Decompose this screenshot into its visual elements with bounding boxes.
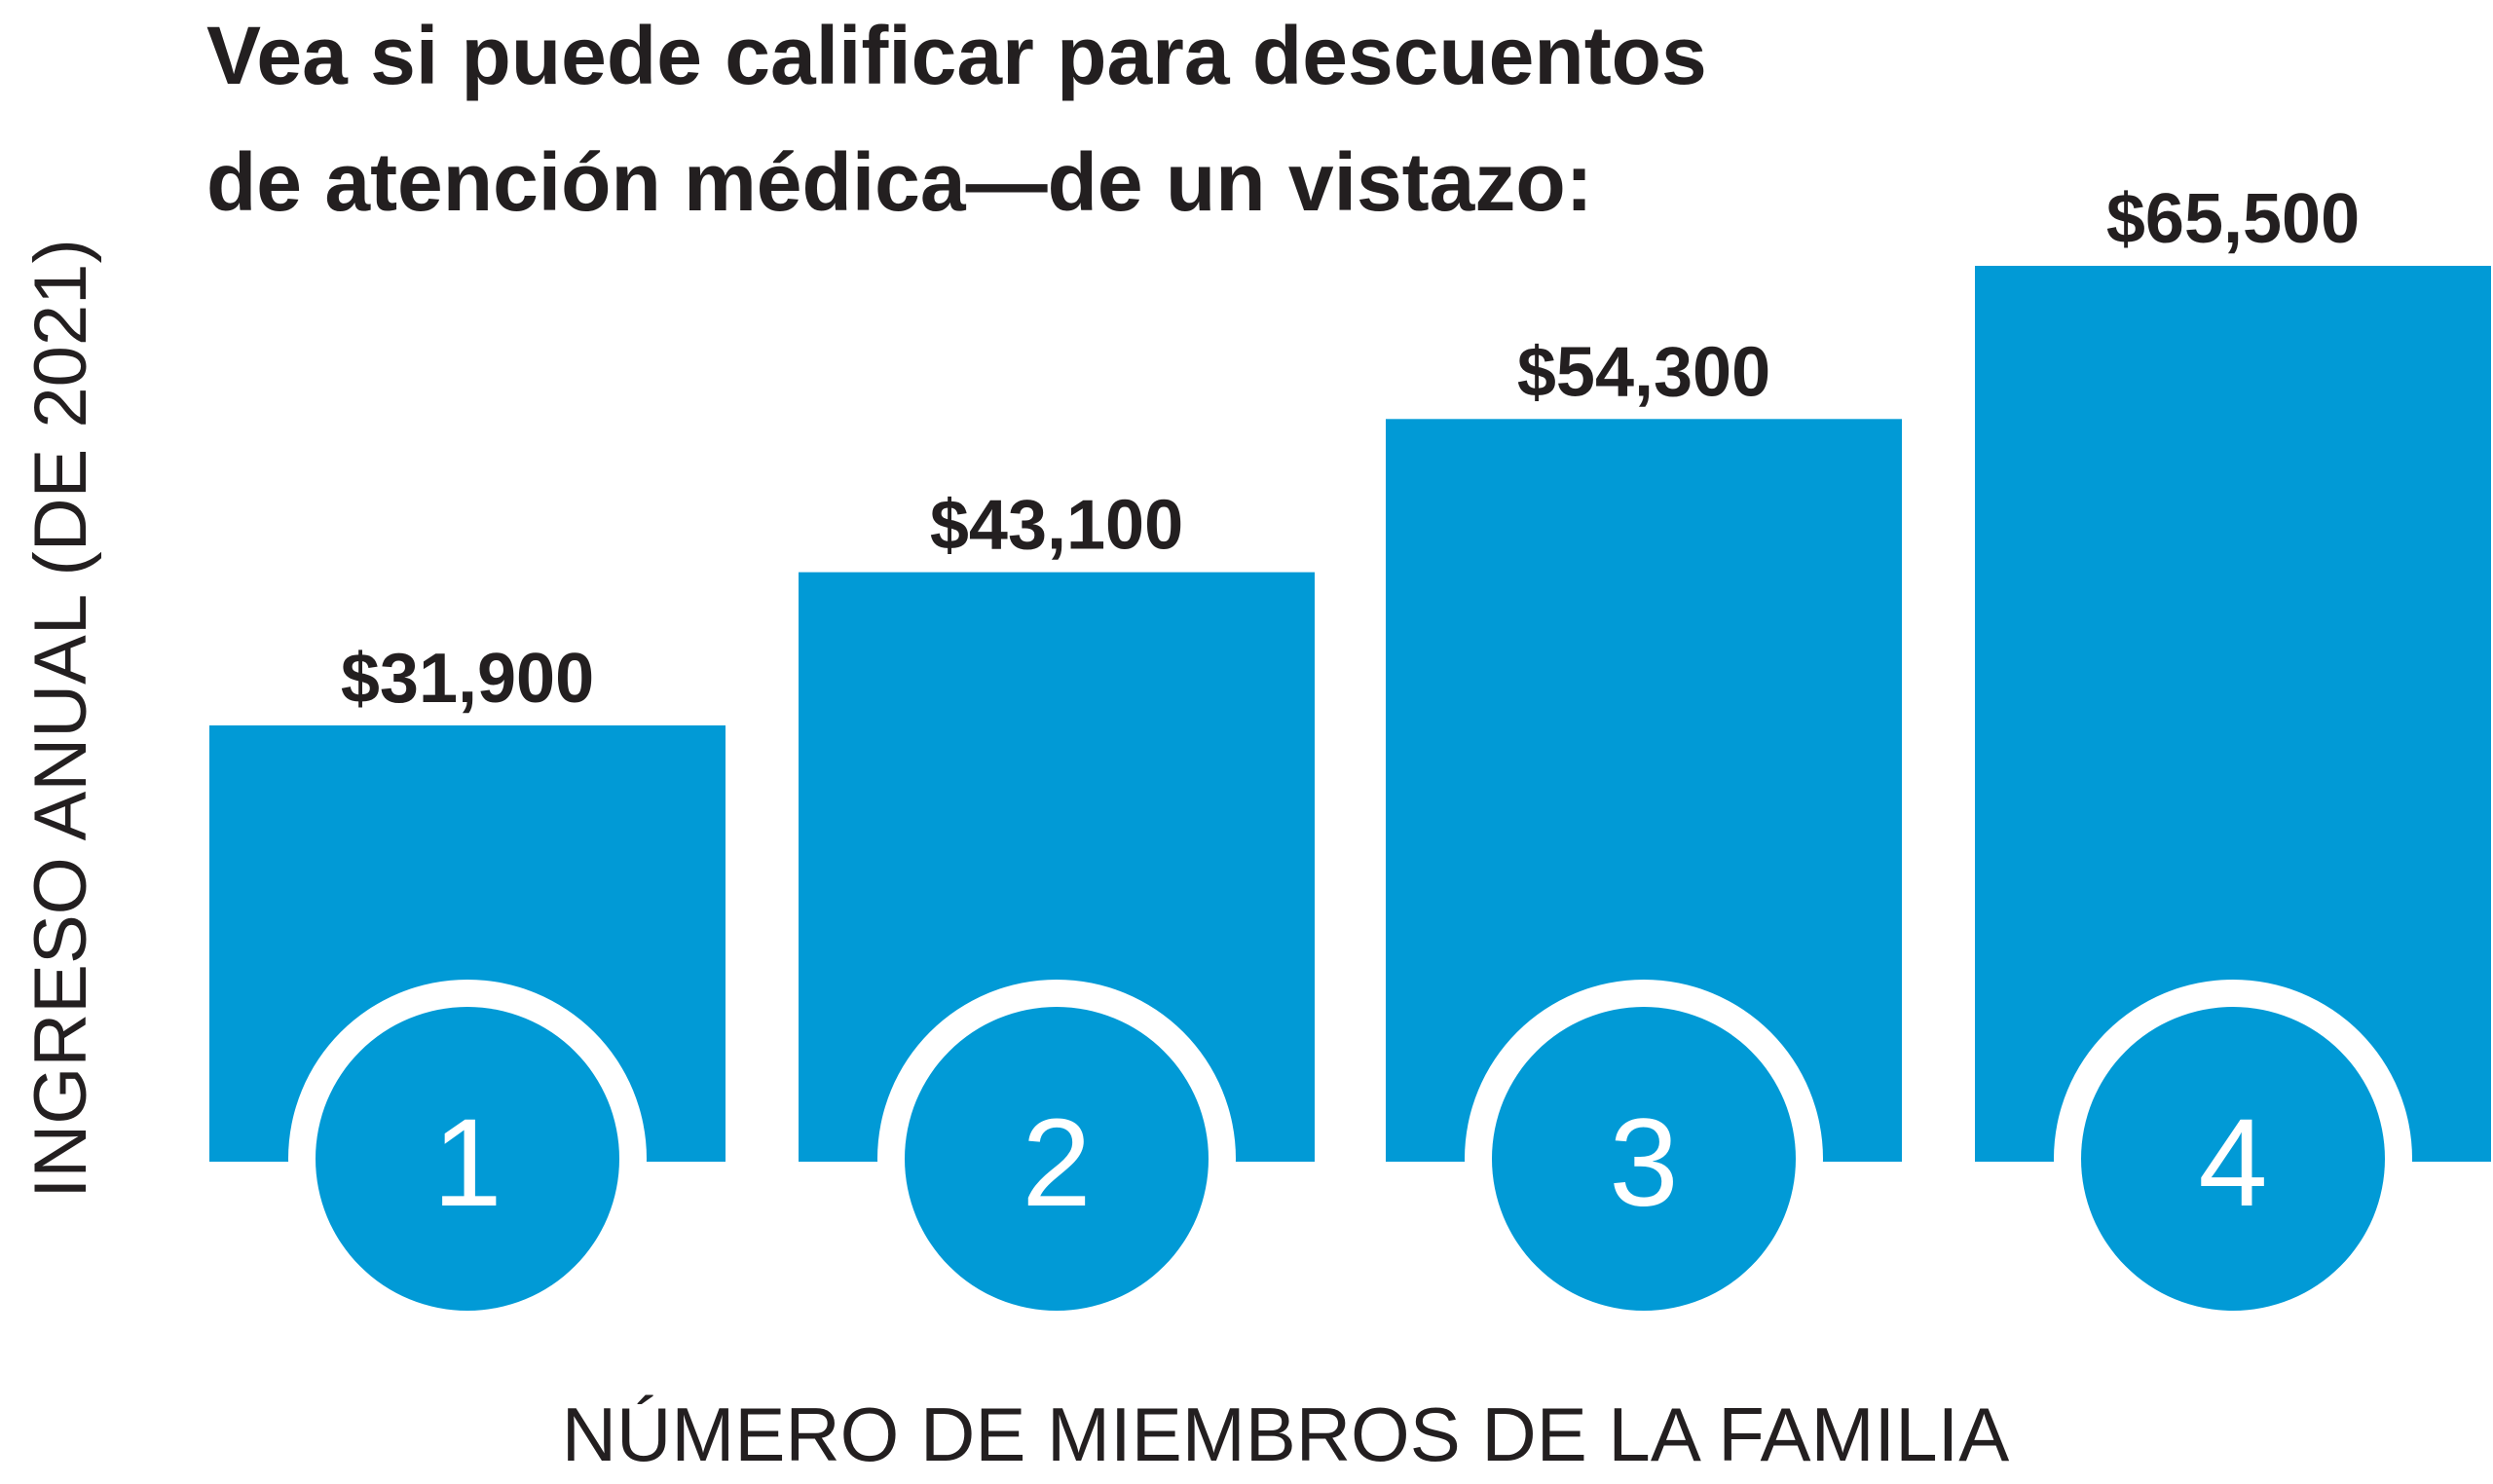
labels-group: 1 $31,900 2 $43,100 3 $54,300 4 $65,500 xyxy=(341,180,2360,1233)
category-label-4: 4 xyxy=(2198,1094,2267,1233)
category-circles-group xyxy=(288,980,2412,1338)
category-label-1: 1 xyxy=(432,1094,502,1233)
chart-title-line-2: de atención médica—de un vistazo: xyxy=(206,136,1593,228)
category-label-2: 2 xyxy=(1022,1094,1091,1233)
chart-title-line-1: Vea si puede calificar para descuentos xyxy=(206,10,1707,101)
category-circle-1 xyxy=(316,1007,619,1311)
category-label-3: 3 xyxy=(1609,1094,1678,1233)
value-label-4: $65,500 xyxy=(2106,180,2360,258)
category-circle-2 xyxy=(905,1007,1209,1311)
value-label-3: $54,300 xyxy=(1517,333,1770,411)
category-circle-4 xyxy=(2081,1007,2385,1311)
x-axis-label: NÚMERO DE MIEMBROS DE LA FAMILIA xyxy=(562,1391,2010,1477)
y-axis-label: INGRESO ANUAL (DE 2021) xyxy=(19,239,102,1199)
value-label-1: $31,900 xyxy=(341,640,594,718)
category-circle-3 xyxy=(1492,1007,1796,1311)
value-label-2: $43,100 xyxy=(930,487,1183,565)
